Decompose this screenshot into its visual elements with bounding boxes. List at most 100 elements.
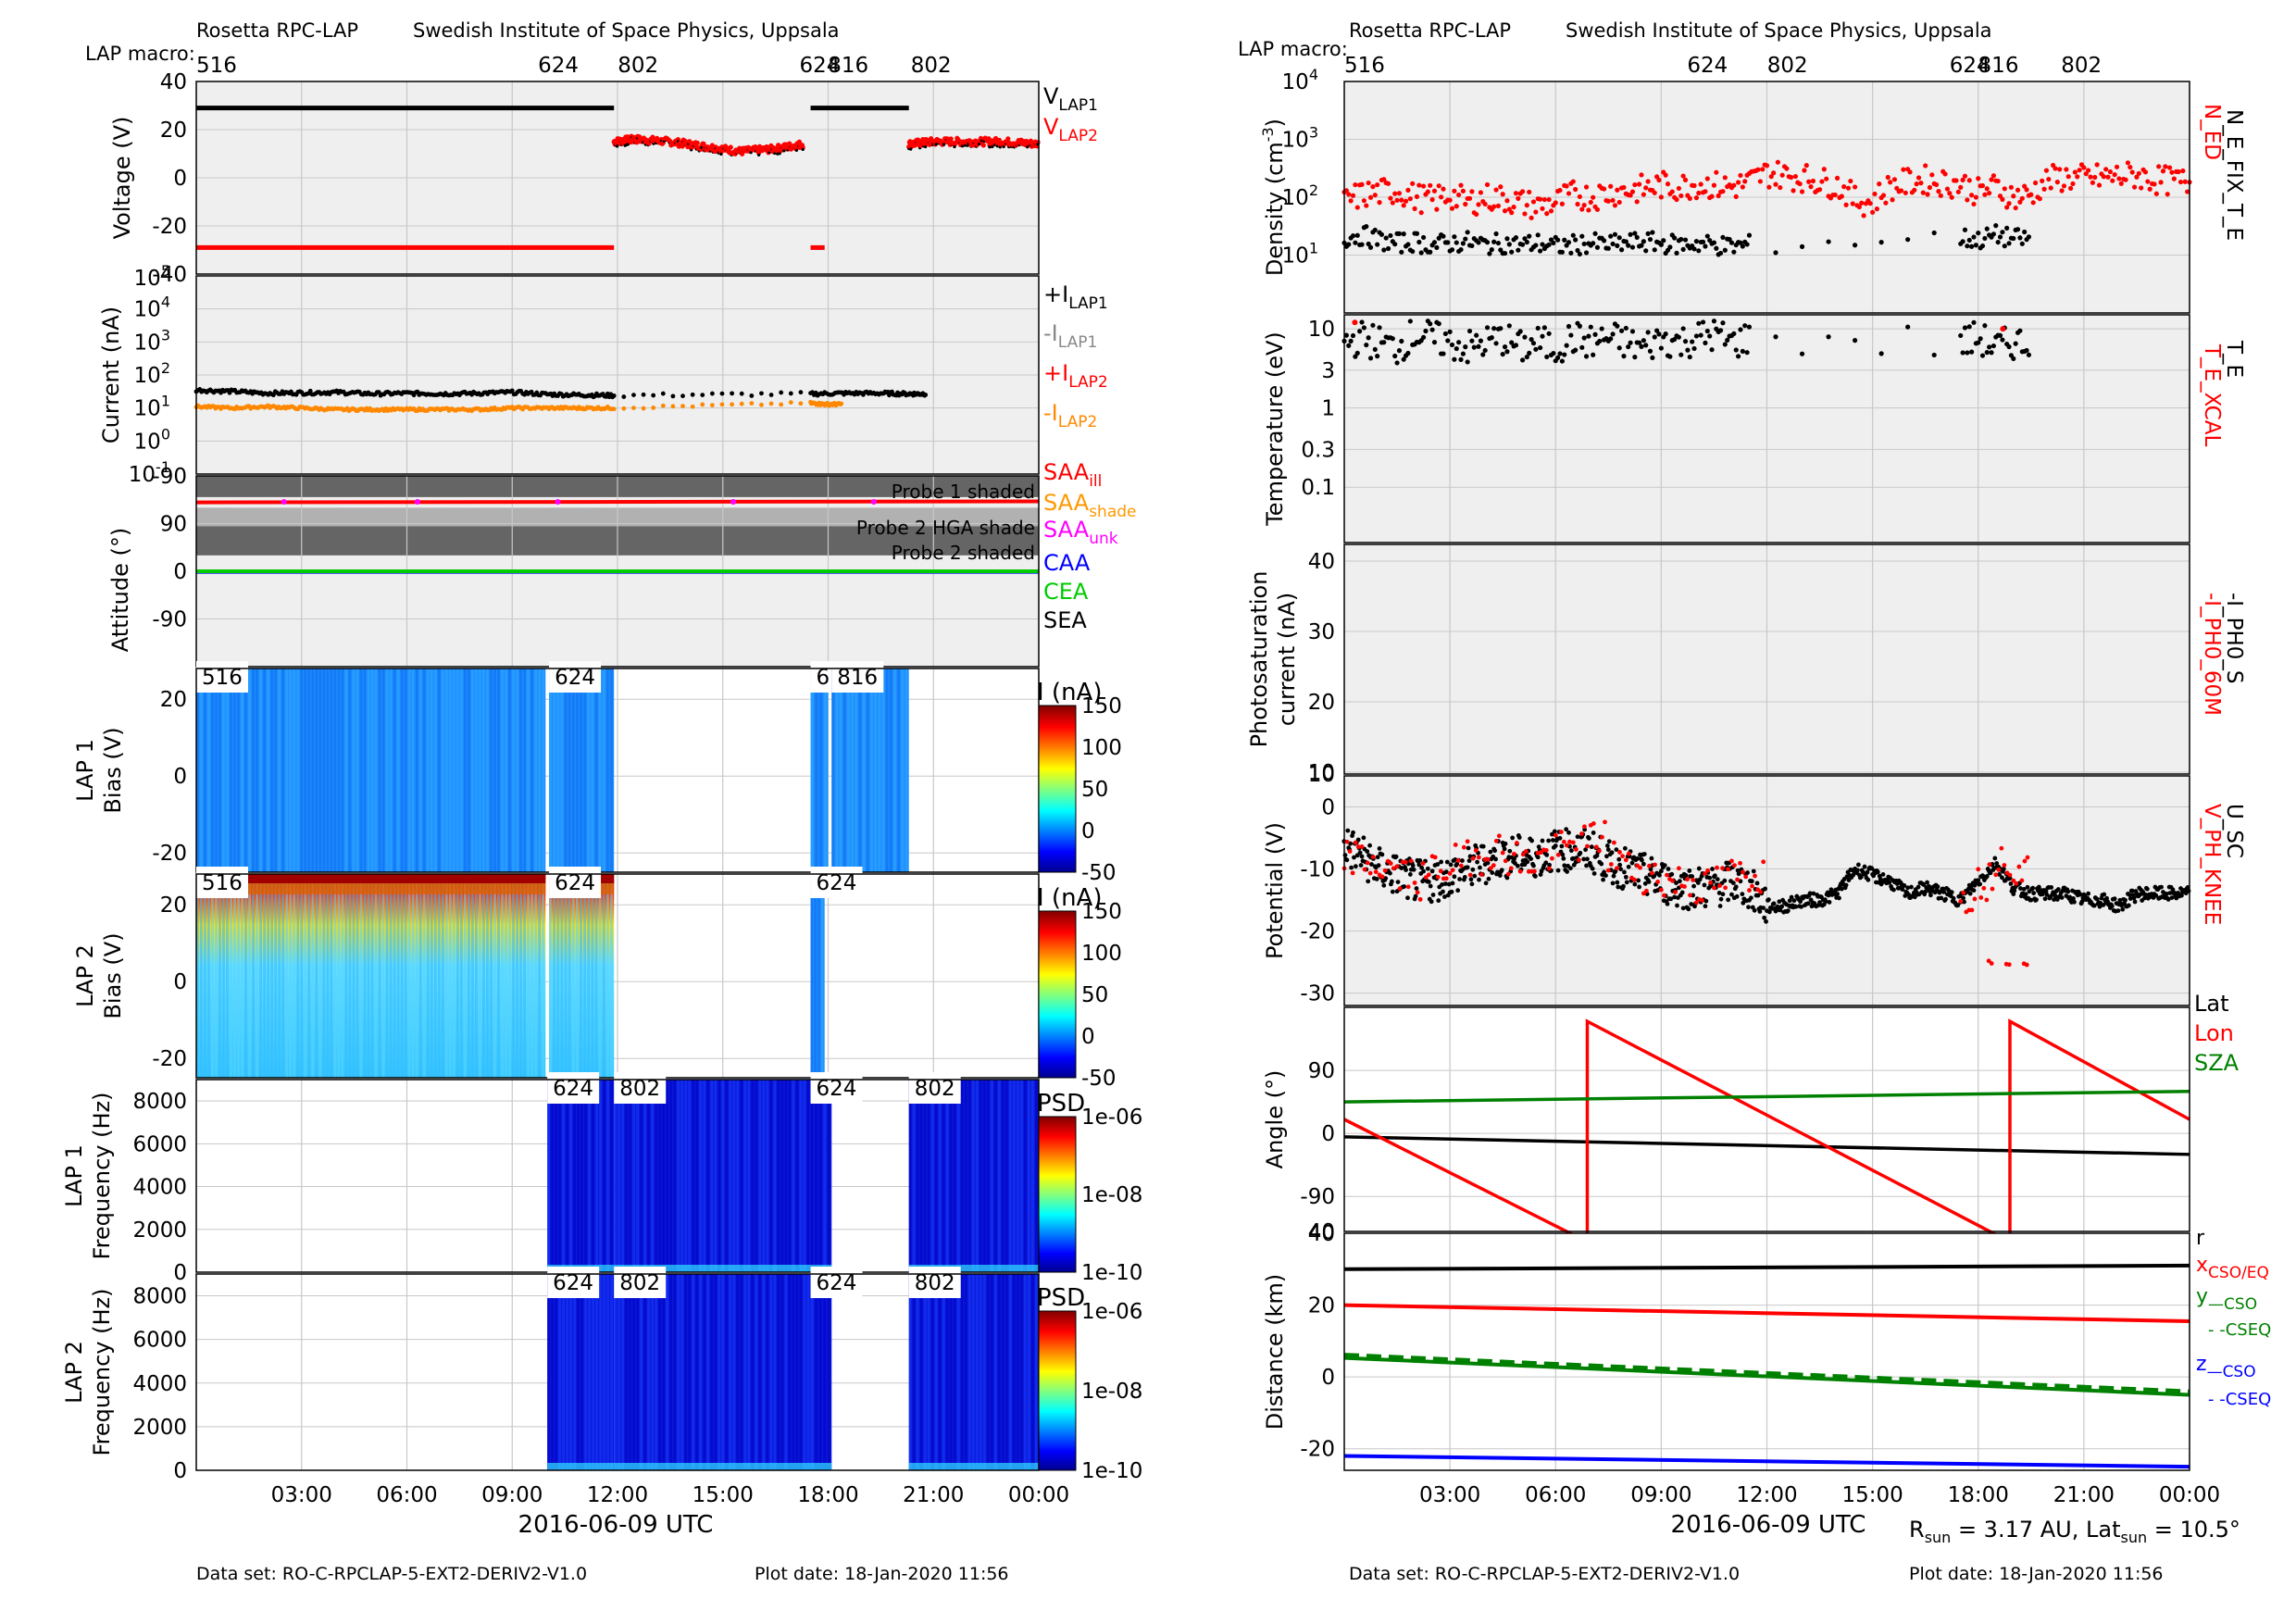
data-point bbox=[1691, 246, 1697, 252]
y-tick-label: 101 bbox=[134, 393, 170, 421]
legend-name: r bbox=[2196, 1227, 2205, 1250]
saa-unk-point bbox=[730, 499, 737, 506]
macro-box-label: 624 bbox=[555, 871, 595, 895]
heatmap-streak bbox=[289, 874, 293, 1078]
u-sc-point bbox=[1345, 828, 1351, 833]
heatmap-streak bbox=[270, 874, 274, 1078]
heatmap-streak bbox=[846, 668, 850, 872]
heatmap-streak bbox=[256, 668, 259, 872]
heatmap-streak bbox=[348, 668, 352, 872]
data-point bbox=[1498, 184, 1504, 190]
u-sc-point bbox=[1710, 867, 1715, 871]
data-point bbox=[2142, 169, 2149, 175]
data-point bbox=[1522, 211, 1528, 217]
u-sc-point bbox=[1599, 861, 1604, 867]
heatmap-streak bbox=[318, 874, 322, 1078]
heatmap-streak bbox=[916, 1080, 919, 1272]
data-point bbox=[1407, 319, 1413, 324]
heatmap-streak bbox=[330, 668, 333, 872]
v-ph-knee-point bbox=[1972, 896, 1978, 902]
data-point bbox=[2075, 174, 2080, 180]
data-point bbox=[1942, 171, 1948, 177]
heatmap-streak bbox=[389, 874, 393, 1078]
data-point bbox=[1979, 182, 1986, 189]
v-ph-knee-point bbox=[1753, 873, 1757, 879]
heatmap-streak bbox=[1019, 1274, 1023, 1470]
data-point bbox=[1639, 243, 1644, 248]
u-sc-point bbox=[1722, 878, 1728, 883]
u-sc-point bbox=[1475, 859, 1480, 865]
data-point bbox=[1491, 326, 1497, 331]
heatmap-streak bbox=[591, 874, 594, 1078]
u-sc-point bbox=[1448, 862, 1454, 868]
data-point bbox=[1478, 338, 1484, 344]
heatmap-low-band bbox=[810, 1463, 832, 1470]
u-sc-point bbox=[1994, 861, 2000, 866]
data-point bbox=[719, 402, 725, 407]
u-sc-point bbox=[2008, 881, 2014, 886]
v-ph-knee-point bbox=[1491, 863, 1496, 868]
heatmap-streak bbox=[766, 1274, 769, 1470]
colorbar-tick: -50 bbox=[1081, 1067, 1117, 1091]
u-sc-point bbox=[1560, 852, 1566, 857]
v-ph-knee-point bbox=[1647, 863, 1652, 868]
u-sc-point bbox=[1568, 848, 1574, 854]
legend-u-sc: U_SC bbox=[2222, 804, 2246, 858]
u-sc-point bbox=[1785, 908, 1791, 914]
u-sc-point bbox=[2091, 903, 2097, 908]
heatmap-streak bbox=[975, 1274, 979, 1470]
u-sc-point bbox=[1428, 883, 1433, 889]
data-point bbox=[1516, 247, 1521, 253]
u-sc-point bbox=[1997, 872, 2002, 877]
heatmap-streak bbox=[1008, 1080, 1012, 1272]
x-tick-label: 00:00 bbox=[1008, 1483, 1069, 1507]
u-sc-point bbox=[1811, 891, 1816, 896]
heatmap-streak bbox=[289, 668, 293, 872]
data-point bbox=[1361, 198, 1366, 204]
legend-subscript: CSO/EQ bbox=[2208, 1264, 2269, 1282]
data-point bbox=[2000, 337, 2005, 343]
y-tick-label: -20 bbox=[1300, 1438, 1335, 1462]
data-point bbox=[1618, 328, 1625, 333]
data-point bbox=[1379, 231, 1385, 237]
heatmap-streak bbox=[274, 668, 278, 872]
data-point bbox=[1436, 321, 1441, 327]
data-point bbox=[1969, 244, 1975, 249]
v-ph-knee-point bbox=[1670, 878, 1675, 883]
data-point bbox=[1693, 239, 1700, 244]
heatmap-streak bbox=[703, 1080, 706, 1272]
y-axis-label-part: -3 bbox=[1259, 127, 1277, 142]
data-point bbox=[1704, 176, 1710, 181]
colorbar bbox=[1038, 705, 1077, 873]
data-point bbox=[1466, 328, 1473, 334]
heatmap-streak bbox=[207, 874, 210, 1078]
data-point bbox=[1700, 319, 1706, 325]
heatmap-streak bbox=[455, 874, 459, 1078]
heatmap-streak bbox=[426, 874, 430, 1078]
vlap1-point bbox=[778, 152, 781, 156]
macro-box-label: 624 bbox=[817, 871, 857, 895]
data-point bbox=[2006, 241, 2012, 246]
heatmap-streak bbox=[827, 1274, 830, 1470]
v-ph-knee-point bbox=[1561, 839, 1566, 844]
u-sc-point bbox=[1439, 859, 1444, 865]
v-ph-knee-point bbox=[1476, 855, 1481, 860]
data-point bbox=[1839, 194, 1844, 199]
u-sc-point bbox=[2129, 888, 2135, 893]
heatmap-streak bbox=[815, 668, 818, 872]
distance-line bbox=[1343, 1303, 2190, 1324]
data-point bbox=[1367, 194, 1374, 200]
u-sc-point bbox=[1388, 870, 1392, 876]
v-ph-knee-point bbox=[1353, 840, 1358, 845]
data-point bbox=[1381, 340, 1387, 345]
y-tick-label: 103 bbox=[134, 326, 170, 355]
heatmap-streak bbox=[1001, 1274, 1004, 1470]
heatmap-streak bbox=[311, 874, 315, 1078]
data-point bbox=[690, 404, 695, 409]
heatmap-streak bbox=[571, 668, 575, 872]
y-axis-label-part: Potential (V) bbox=[1262, 822, 1288, 959]
heatmap-streak bbox=[605, 668, 609, 872]
data-point bbox=[1872, 191, 1878, 197]
data-point bbox=[1431, 188, 1438, 194]
data-point bbox=[749, 401, 755, 406]
